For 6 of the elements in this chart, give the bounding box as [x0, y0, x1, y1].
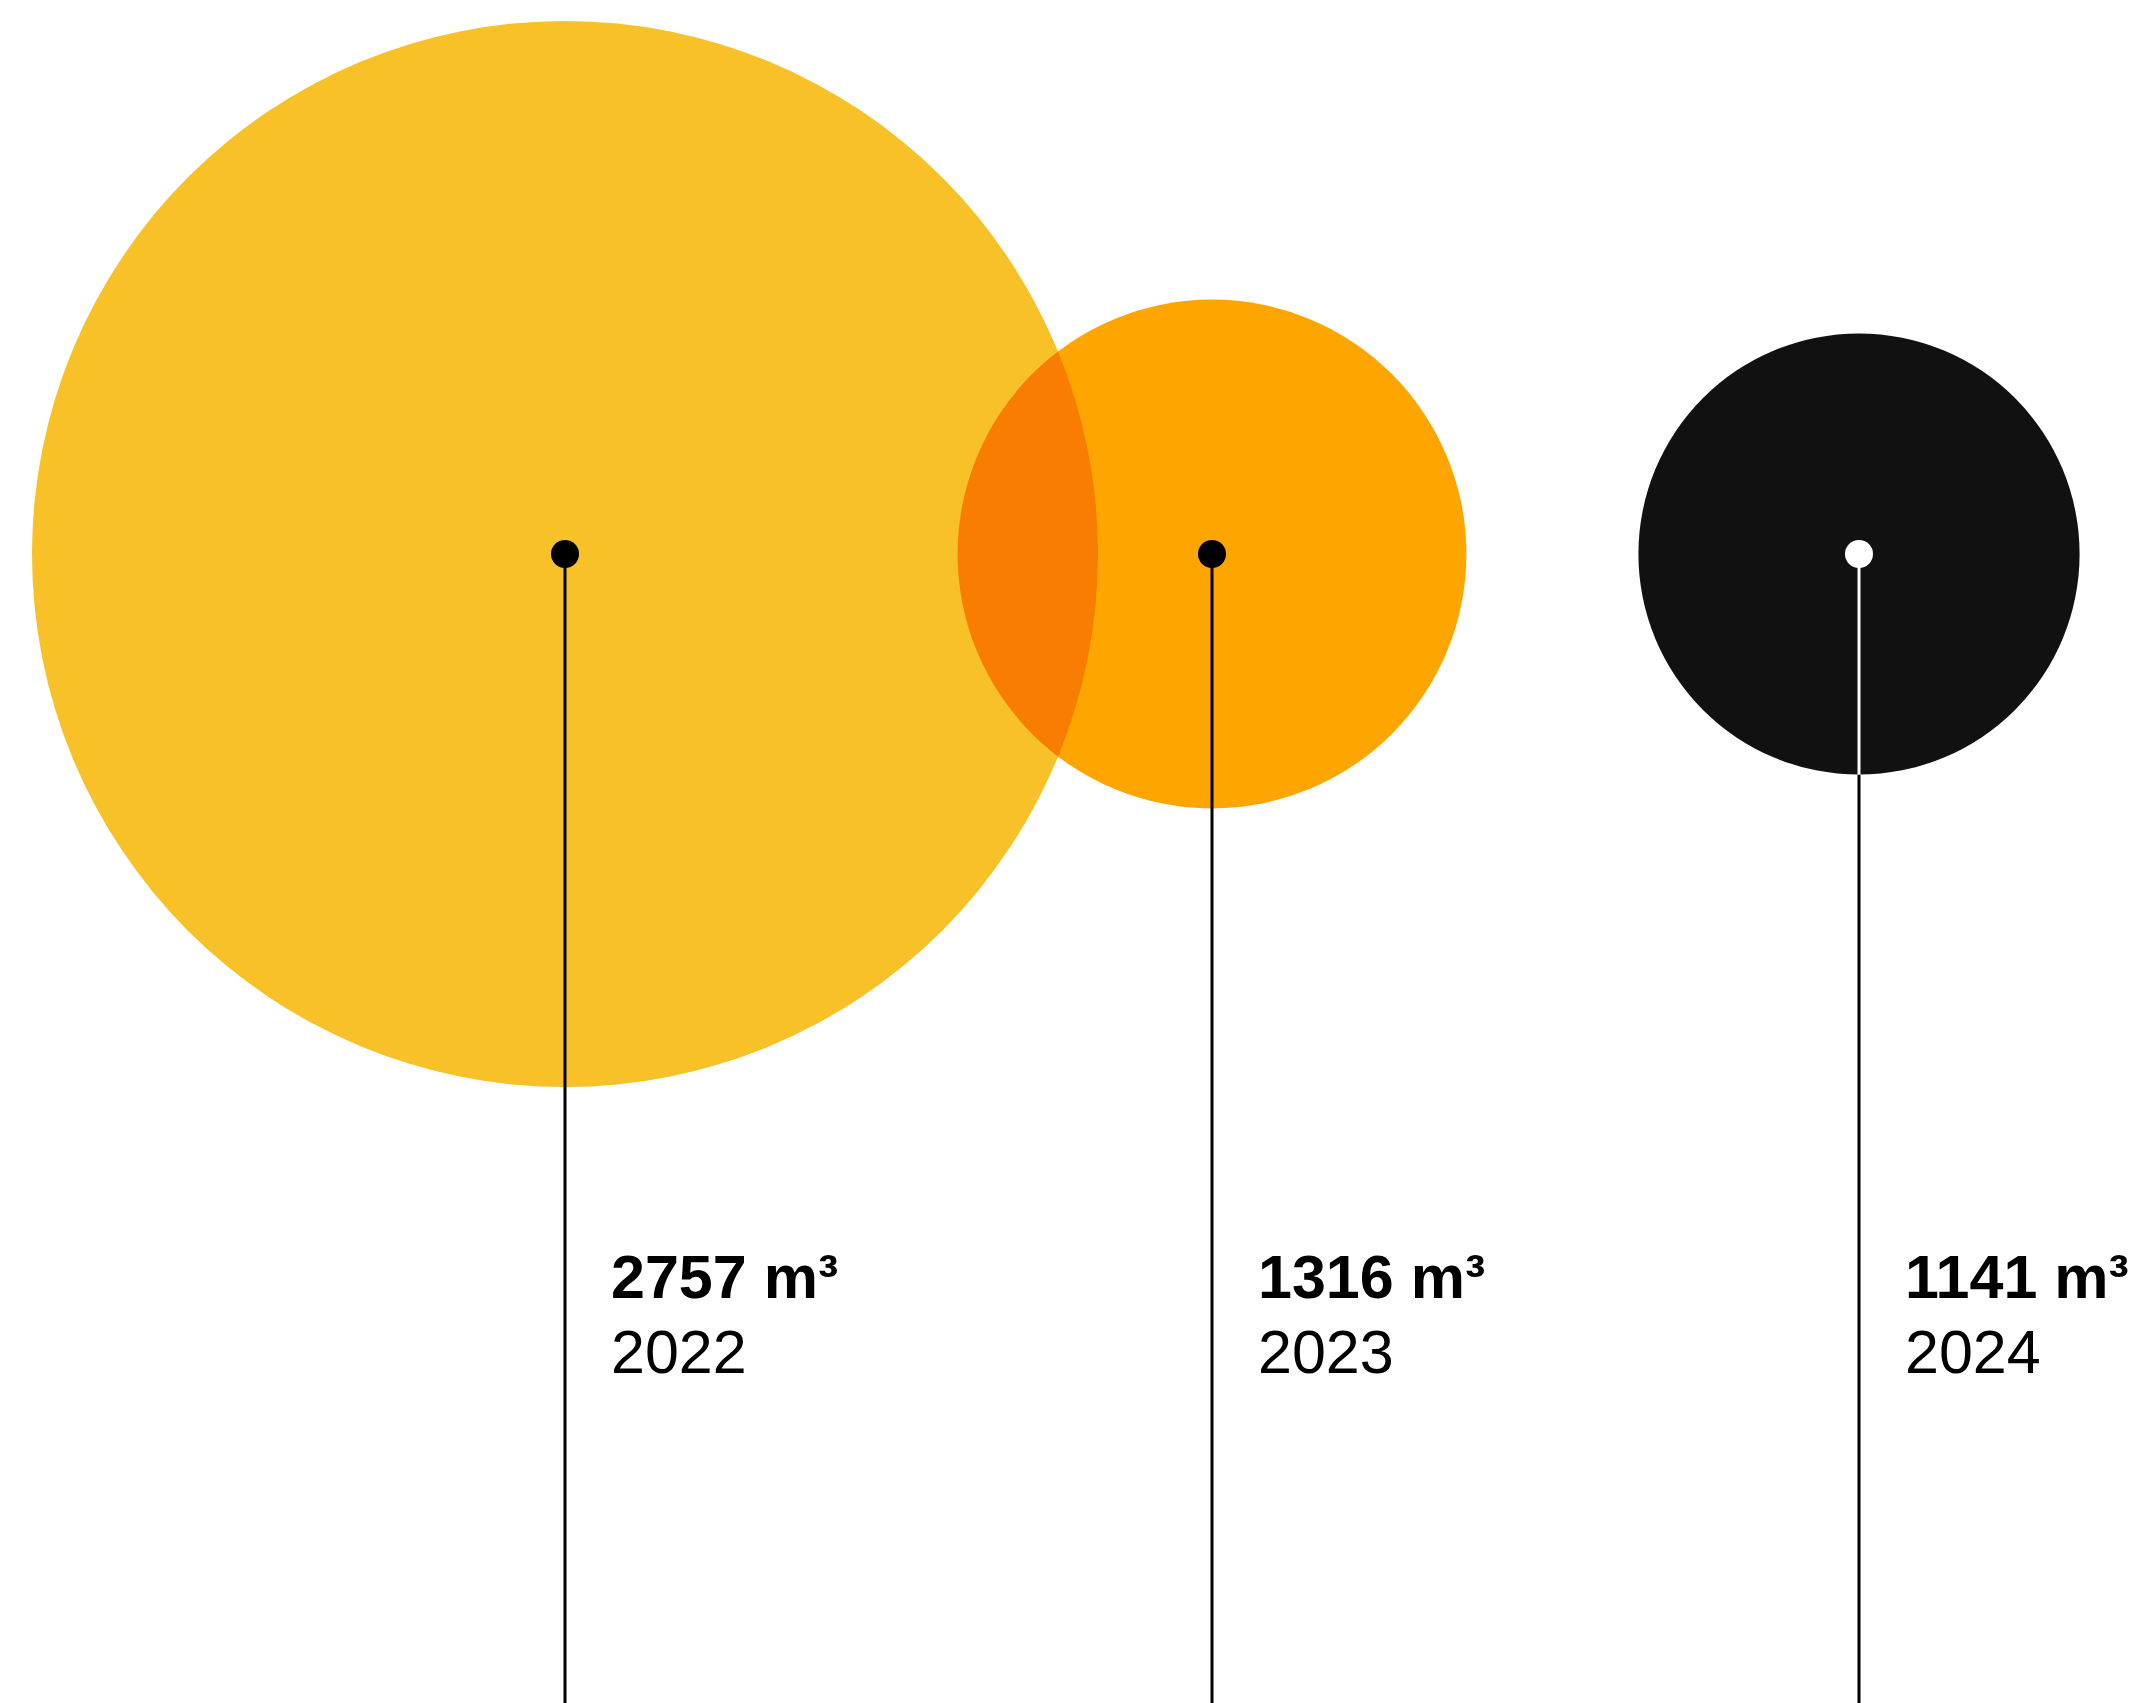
category-label: 2024 — [1905, 1318, 2041, 1386]
data-label: 2757 m³ — [611, 1243, 839, 1311]
category-label: 2022 — [611, 1318, 747, 1386]
category-label: 2023 — [1258, 1318, 1394, 1386]
data-label: 1141 m³ — [1905, 1243, 2129, 1311]
data-label: 1316 m³ — [1258, 1243, 1486, 1311]
